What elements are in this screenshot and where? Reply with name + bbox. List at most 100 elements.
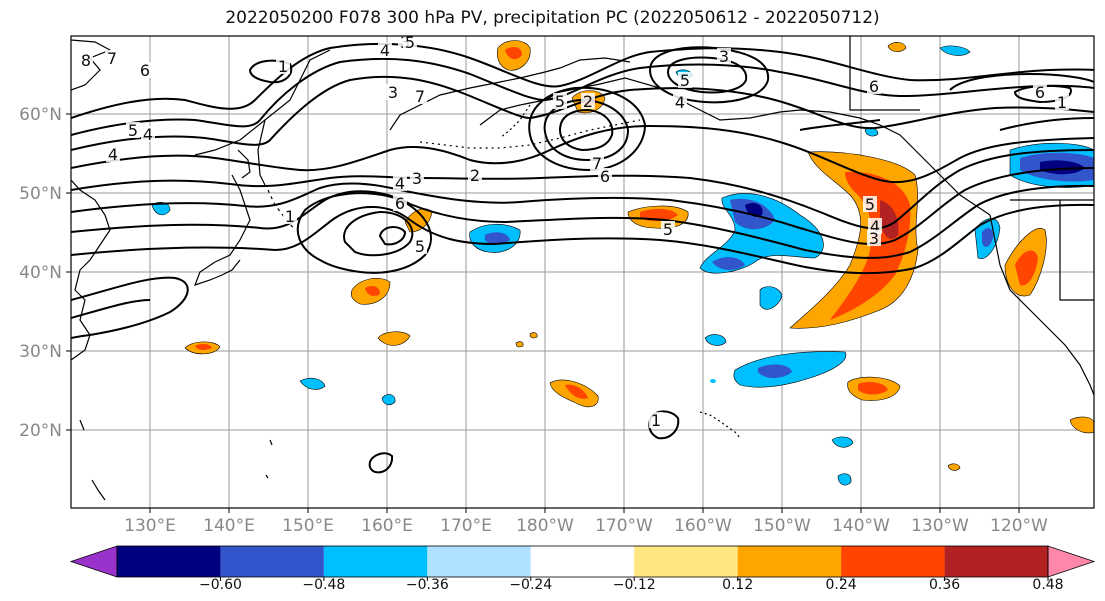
contour-label: 3 xyxy=(869,229,879,248)
latitude-label: 60°N xyxy=(19,105,62,125)
longitude-label: 170°E xyxy=(440,516,492,536)
longitude-label: 160°E xyxy=(361,516,413,536)
colorbar-extend-low xyxy=(69,545,118,578)
contour-label: 3 xyxy=(388,83,398,102)
contour-label: 5 xyxy=(405,33,415,52)
longitude-label: 130°E xyxy=(124,516,176,536)
contour-label: 1 xyxy=(278,57,288,76)
colorbar-tick-label: −0.60 xyxy=(199,577,242,593)
colorbar-segment xyxy=(427,546,531,577)
contour-label-bg xyxy=(649,412,663,428)
longitude-label: 140°E xyxy=(203,516,255,536)
contour-label: 4 xyxy=(108,145,118,164)
contour-label-bg xyxy=(867,230,881,246)
contour-label-bg xyxy=(79,52,93,68)
contour-label: 5 xyxy=(663,220,673,239)
latitude-label: 40°N xyxy=(19,263,62,283)
colorbar-tick-label: −0.12 xyxy=(613,577,656,593)
colorbar-segment xyxy=(530,546,635,577)
contour-label-bg xyxy=(393,175,407,191)
colorbar-segment xyxy=(220,546,324,577)
longitude-labels: 130°E 140°E 150°E 160°E 170°E 180°W 170°W 160°W… xyxy=(124,516,1048,536)
contour-label-bg xyxy=(413,88,427,104)
contour-label: 2 xyxy=(470,166,480,185)
contour-label-bg xyxy=(410,170,424,186)
contour-label: 3 xyxy=(719,47,729,66)
longitude-label: 130°W xyxy=(911,516,969,536)
contour-label-bg xyxy=(393,195,407,211)
contour-label: 3 xyxy=(412,169,422,188)
contour-label-bg xyxy=(1033,84,1047,100)
contour-label: 1 xyxy=(285,207,295,226)
contour-label-bg xyxy=(138,62,152,78)
contour-label: 7 xyxy=(415,87,425,106)
colorbar-extend-high xyxy=(1047,545,1096,578)
colorbar-segment xyxy=(944,546,1048,577)
contour-label: 6 xyxy=(140,61,150,80)
latitude-label: 30°N xyxy=(19,342,62,362)
contour-label: 4 xyxy=(143,125,153,144)
contour-label-bg xyxy=(717,48,731,64)
latitude-label: 20°N xyxy=(19,421,62,441)
contour-label: 7 xyxy=(592,154,602,173)
contour-label-bg xyxy=(863,196,877,212)
colorbar-segment xyxy=(634,546,738,577)
contour-label-bg xyxy=(276,58,290,74)
colorbar-segment xyxy=(841,546,945,577)
contour-label-bg xyxy=(590,155,604,171)
contour-label: 1 xyxy=(651,411,661,430)
latitude-label: 50°N xyxy=(19,184,62,204)
contour-label: 1 xyxy=(1057,93,1067,112)
contour-label: 4 xyxy=(675,93,685,112)
longitude-label: 150°W xyxy=(753,516,811,536)
longitude-label: 140°W xyxy=(832,516,890,536)
contour-label: 5 xyxy=(415,237,425,256)
contour-label-bg xyxy=(386,84,400,100)
contour-label: 6 xyxy=(869,77,879,96)
contour-label: 6 xyxy=(1035,83,1045,102)
pv-contours xyxy=(71,42,1094,474)
contour-label: 5 xyxy=(680,71,690,90)
longitude-label: 150°E xyxy=(282,516,334,536)
contour-label: 8 xyxy=(81,51,91,70)
longitude-label: 120°W xyxy=(990,516,1048,536)
latitude-labels: 60°N 50°N 40°N 30°N 20°N xyxy=(19,105,62,441)
colorbar: −0.60 −0.48 −0.36 −0.24 −0.12 0.12 0.24 0.36 0.4… xyxy=(69,545,1096,593)
contour-label-bg xyxy=(378,42,392,58)
colorbar-tick-label: 0.48 xyxy=(1032,577,1063,593)
contour-label: 6 xyxy=(600,167,610,186)
contour-label: 6 xyxy=(395,194,405,213)
contour-label-bg xyxy=(283,208,297,224)
colorbar-tick-label: 0.24 xyxy=(826,577,857,593)
contour-label-bg xyxy=(403,34,417,50)
contour-label-bg xyxy=(413,238,427,254)
contour-label: 5 xyxy=(555,92,565,111)
colorbar-outline xyxy=(116,545,1049,578)
contour-label-bg xyxy=(105,50,119,66)
contour-label-bg xyxy=(1055,94,1069,110)
contour-label-bg xyxy=(867,78,881,94)
contour-label-bg xyxy=(553,93,567,109)
contour-label-bg xyxy=(598,168,612,184)
contour-label: 5 xyxy=(865,195,875,214)
contour-label: 4 xyxy=(380,41,390,60)
longitude-label: 160°W xyxy=(674,516,732,536)
contour-label-bg xyxy=(673,94,687,110)
colorbar-tick-label: 0.36 xyxy=(929,577,960,593)
contour-label-bg xyxy=(661,221,675,237)
colorbar-segment xyxy=(117,546,221,577)
contour-label-bg xyxy=(106,146,120,162)
pv-contour-labels: 786544314535723465527635461615431 xyxy=(79,33,1069,430)
contour-label: 5 xyxy=(128,121,138,140)
contour-label: 2 xyxy=(583,92,593,111)
longitude-label: 180°W xyxy=(516,516,574,536)
longitude-label: 170°W xyxy=(595,516,653,536)
colorbar-tick-label: 0.12 xyxy=(722,577,753,593)
contour-label: 4 xyxy=(870,217,880,236)
colorbar-segment xyxy=(323,546,428,577)
colorbar-tick-label: −0.36 xyxy=(406,577,449,593)
contour-label: 4 xyxy=(395,174,405,193)
contour-label-bg xyxy=(678,72,692,88)
colorbar-tick-label: −0.48 xyxy=(302,577,345,593)
